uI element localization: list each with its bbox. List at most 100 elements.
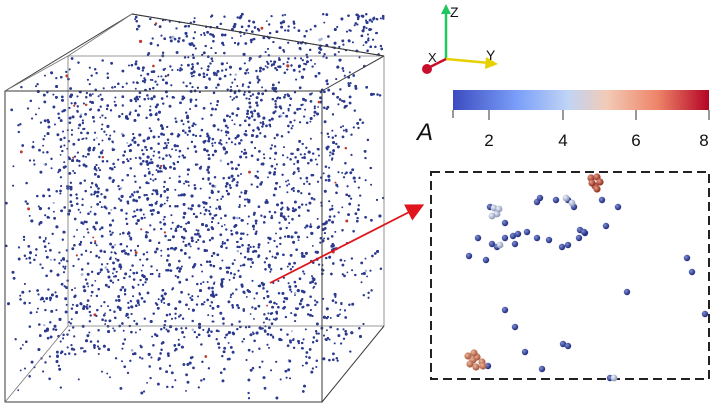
particle [267,312,270,315]
particle [271,83,275,87]
particle [73,244,76,247]
particle [99,249,103,253]
particle [351,302,355,306]
particle [360,14,363,18]
particle [84,189,87,193]
particle [66,346,69,349]
particle [226,88,229,91]
particle [250,134,254,137]
particle [107,305,109,308]
particle [251,331,254,334]
particle [177,338,180,341]
particle [330,235,334,238]
particle [86,272,90,276]
particle [135,271,139,275]
particle [47,288,50,291]
particle [135,27,139,31]
particle [28,325,32,328]
particle [223,346,227,350]
particle [163,190,167,193]
particle [315,332,318,335]
particle [347,82,350,85]
particle [100,98,104,101]
particle [299,121,302,124]
particle [287,215,290,218]
particle [162,218,165,221]
particle [84,350,87,353]
particle [349,171,353,175]
particle [235,167,238,171]
particle [88,305,92,308]
particle [270,144,274,147]
particle [243,256,247,259]
particle [86,78,89,81]
particle [293,111,297,115]
particle [252,20,256,24]
particle [244,119,247,123]
particle [247,24,251,28]
particle [97,175,100,179]
particle [289,120,292,124]
particle [287,41,290,44]
particle [12,184,15,187]
particle [168,154,171,156]
particle [25,340,28,344]
particle [254,219,258,223]
particle [38,236,42,239]
particle [94,242,97,245]
particle [207,314,210,317]
particle [109,279,113,283]
particle [173,37,177,41]
particle [247,391,250,395]
particle [282,276,285,279]
particle [194,134,198,138]
particle [237,306,240,310]
particle [233,41,237,45]
particle [284,315,288,319]
particle [188,126,191,129]
particle [274,66,277,70]
particle [255,292,259,295]
particle [142,253,145,256]
particle [264,51,267,54]
particle [200,128,204,132]
particle [214,51,217,55]
particle [215,338,218,341]
particle [255,96,259,99]
particle [158,156,161,159]
particle [263,157,266,160]
particle [96,340,100,343]
particle [195,229,198,231]
particle [258,150,261,153]
particle [204,139,207,143]
particle [370,289,373,292]
particle [220,198,223,200]
particle [171,221,174,224]
particle [262,221,266,224]
particle [309,295,312,298]
particle [328,218,331,222]
particle [239,237,243,240]
particle [91,101,94,105]
particle [27,207,31,211]
particle [145,277,148,281]
particle [322,357,326,361]
particle [100,263,104,266]
particle [339,313,341,316]
particle [148,87,151,91]
particle [60,282,64,286]
particle [118,306,122,310]
particle [300,103,303,107]
particle [23,282,26,285]
particle [96,308,99,312]
particle [370,218,373,222]
particle [238,245,241,249]
particle [160,328,163,331]
particle [192,74,195,77]
particle [231,119,234,122]
particle [350,257,353,260]
particle [71,247,75,251]
particle [286,184,289,187]
particle [222,278,225,281]
particle [139,328,142,331]
